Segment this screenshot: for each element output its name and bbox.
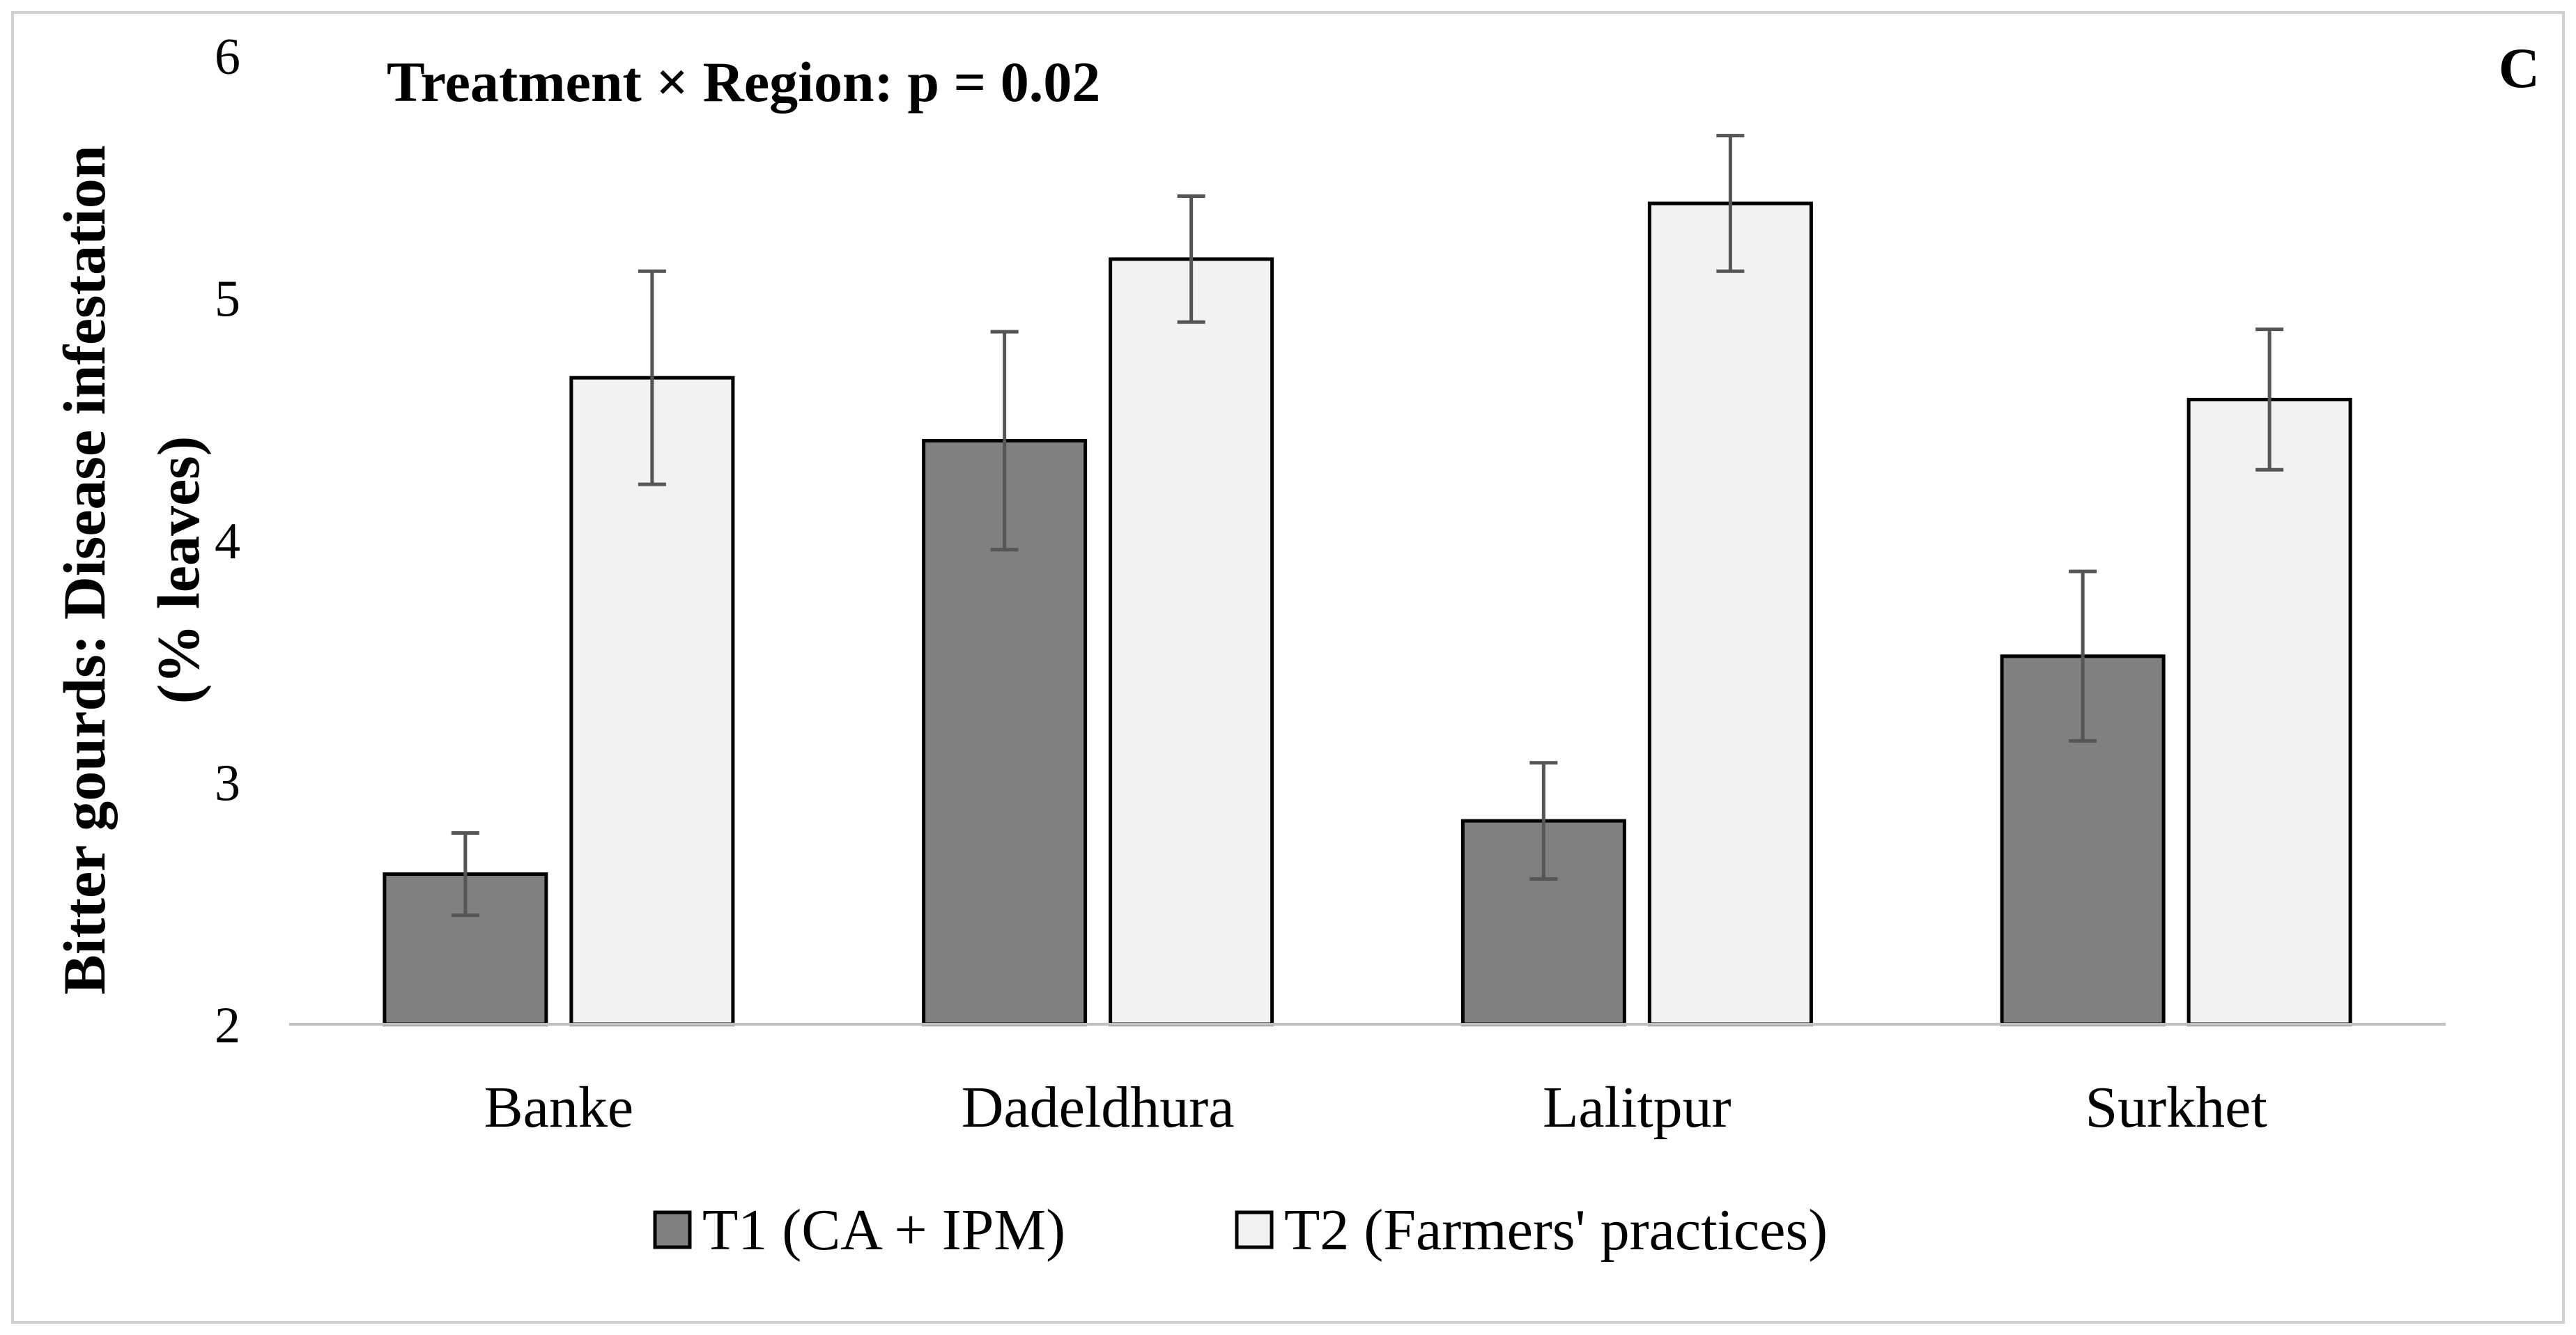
x-tick-label: Surkhet xyxy=(2085,1075,2267,1140)
legend-label: T1 (CA + IPM) xyxy=(702,1198,1065,1263)
y-tick-label: 2 xyxy=(215,997,240,1054)
y-axis-ticks: 2 3 4 5 6 xyxy=(215,29,240,1054)
legend-label: T2 (Farmers' practices) xyxy=(1284,1198,1828,1263)
y-tick-label: 3 xyxy=(215,755,240,812)
legend-swatch xyxy=(653,1210,692,1249)
bar xyxy=(2186,397,2352,1026)
y-tick-label: 5 xyxy=(215,271,240,328)
x-tick-label: Lalitpur xyxy=(1543,1075,1732,1140)
panel-label: C xyxy=(2499,36,2540,100)
y-axis-label-line1: Bitter gourds: Disease infestation xyxy=(51,145,118,994)
y-tick-label: 4 xyxy=(215,513,240,570)
chart-title: Treatment × Region: p = 0.02 xyxy=(387,50,1100,114)
x-tick-label: Banke xyxy=(484,1075,634,1140)
bar xyxy=(1109,257,1274,1026)
bar xyxy=(1647,201,1813,1026)
legend-swatch xyxy=(1235,1210,1274,1249)
x-tick-label: Dadeldhura xyxy=(962,1075,1235,1140)
error-bar-group xyxy=(451,134,2284,918)
y-axis-label-line2: (% leaves) xyxy=(145,436,212,704)
x-axis-labels: Banke Dadeldhura Lalitpur Surkhet xyxy=(484,1075,2267,1140)
y-tick-label: 6 xyxy=(215,29,240,86)
legend: T1 (CA + IPM) T2 (Farmers' practices) xyxy=(653,1198,1828,1263)
